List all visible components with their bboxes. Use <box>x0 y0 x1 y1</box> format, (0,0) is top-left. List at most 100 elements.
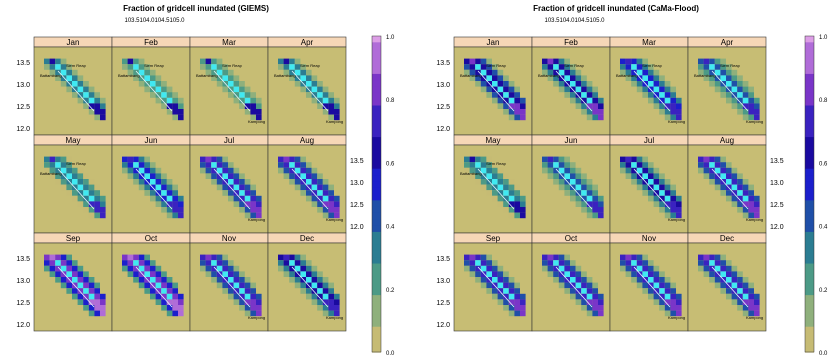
grid-cell <box>748 310 754 317</box>
grid-cell <box>228 190 234 196</box>
grid-cell <box>754 207 760 213</box>
grid-cell <box>216 271 223 277</box>
grid-cell <box>94 92 100 98</box>
grid-cell <box>306 260 312 266</box>
grid-cell <box>311 288 318 294</box>
grid-cell <box>250 190 256 196</box>
grid-cell <box>670 288 676 294</box>
grid-cell <box>200 254 206 261</box>
grid-cell <box>72 260 78 266</box>
grid-cell <box>250 97 256 104</box>
grid-cell <box>72 173 78 179</box>
grid-cell <box>239 195 245 202</box>
colorbar-tick-label: 0.2 <box>819 288 828 294</box>
grid-cell <box>77 75 84 81</box>
grid-cell <box>553 58 559 65</box>
month-label: Dec <box>720 234 734 243</box>
grid-cell <box>664 299 671 305</box>
grid-cell <box>155 299 162 305</box>
grid-cell <box>742 212 749 219</box>
grid-cell <box>748 97 754 104</box>
grid-cell <box>709 173 715 179</box>
grid-cell <box>748 114 754 121</box>
grid-cell <box>144 184 150 191</box>
grid-cell <box>731 75 738 81</box>
grid-cell <box>133 167 139 174</box>
grid-cell <box>211 271 217 277</box>
grid-cell <box>311 271 318 277</box>
grid-cell <box>244 190 251 196</box>
colorbar-segment <box>805 314 814 321</box>
grid-cell <box>55 271 61 277</box>
lat-tick-label: 12.0 <box>350 224 364 231</box>
grid-cell <box>714 277 721 283</box>
grid-cell <box>564 75 570 81</box>
grid-cell <box>66 69 72 76</box>
grid-cell <box>122 260 128 266</box>
grid-cell <box>547 167 554 174</box>
grid-cell <box>508 207 515 213</box>
grid-cell <box>720 282 726 289</box>
grid-cell <box>754 310 760 317</box>
river-line <box>135 266 173 308</box>
grid-cell <box>648 288 654 294</box>
grid-cell <box>508 299 515 305</box>
grid-cell <box>720 265 726 272</box>
grid-cell <box>100 305 106 311</box>
grid-cell <box>161 293 167 300</box>
grid-cell <box>328 201 334 207</box>
grid-cell <box>55 277 61 283</box>
city-label: Kampong <box>746 119 763 124</box>
grid-cell <box>150 75 156 81</box>
grid-cell <box>636 179 643 185</box>
grid-cell <box>742 207 749 213</box>
grid-cell <box>283 260 290 266</box>
grid-cell <box>631 173 637 179</box>
grid-cell <box>66 167 72 174</box>
grid-cell <box>216 162 223 168</box>
grid-cell <box>564 86 570 93</box>
grid-cell <box>486 75 492 81</box>
grid-cell <box>508 212 515 219</box>
grid-cell <box>133 58 139 65</box>
grid-cell <box>250 201 256 207</box>
colorbar-tick-label: 0.4 <box>819 225 828 231</box>
lat-tick-label: 12.0 <box>436 126 450 133</box>
month-label: Feb <box>564 38 578 47</box>
grid-cell <box>300 75 306 81</box>
grid-cell <box>648 69 654 76</box>
grid-cell <box>503 305 509 311</box>
grid-cell <box>77 288 84 294</box>
grid-cell <box>322 293 329 300</box>
grid-cell <box>49 271 56 277</box>
colorbar-segment <box>805 225 814 233</box>
grid-cell <box>748 288 754 294</box>
grid-cell <box>317 277 323 283</box>
grid-cell <box>720 58 726 65</box>
grid-cell <box>294 162 301 168</box>
grid-cell <box>670 109 676 115</box>
grid-cell <box>144 86 150 93</box>
grid-cell <box>726 190 732 196</box>
grid-cell <box>653 190 660 196</box>
grid-cell <box>77 277 84 283</box>
grid-cell <box>664 114 671 121</box>
grid-cell <box>300 260 306 266</box>
grid-cell <box>278 58 284 65</box>
grid-cell <box>161 195 167 202</box>
grid-cell <box>653 282 660 289</box>
grid-cell <box>322 184 329 191</box>
grid-cell <box>653 299 660 305</box>
month-label: Sep <box>66 234 81 243</box>
colorbar-segment <box>805 118 814 126</box>
grid-cell <box>211 162 217 168</box>
grid-cell <box>570 64 576 70</box>
grid-cell <box>503 282 509 289</box>
grid-cell <box>659 92 665 98</box>
colorbar-segment <box>372 54 381 62</box>
grid-cell <box>508 81 515 87</box>
grid-cell <box>520 310 526 317</box>
grid-cell <box>570 69 576 76</box>
grid-cell <box>642 254 648 261</box>
